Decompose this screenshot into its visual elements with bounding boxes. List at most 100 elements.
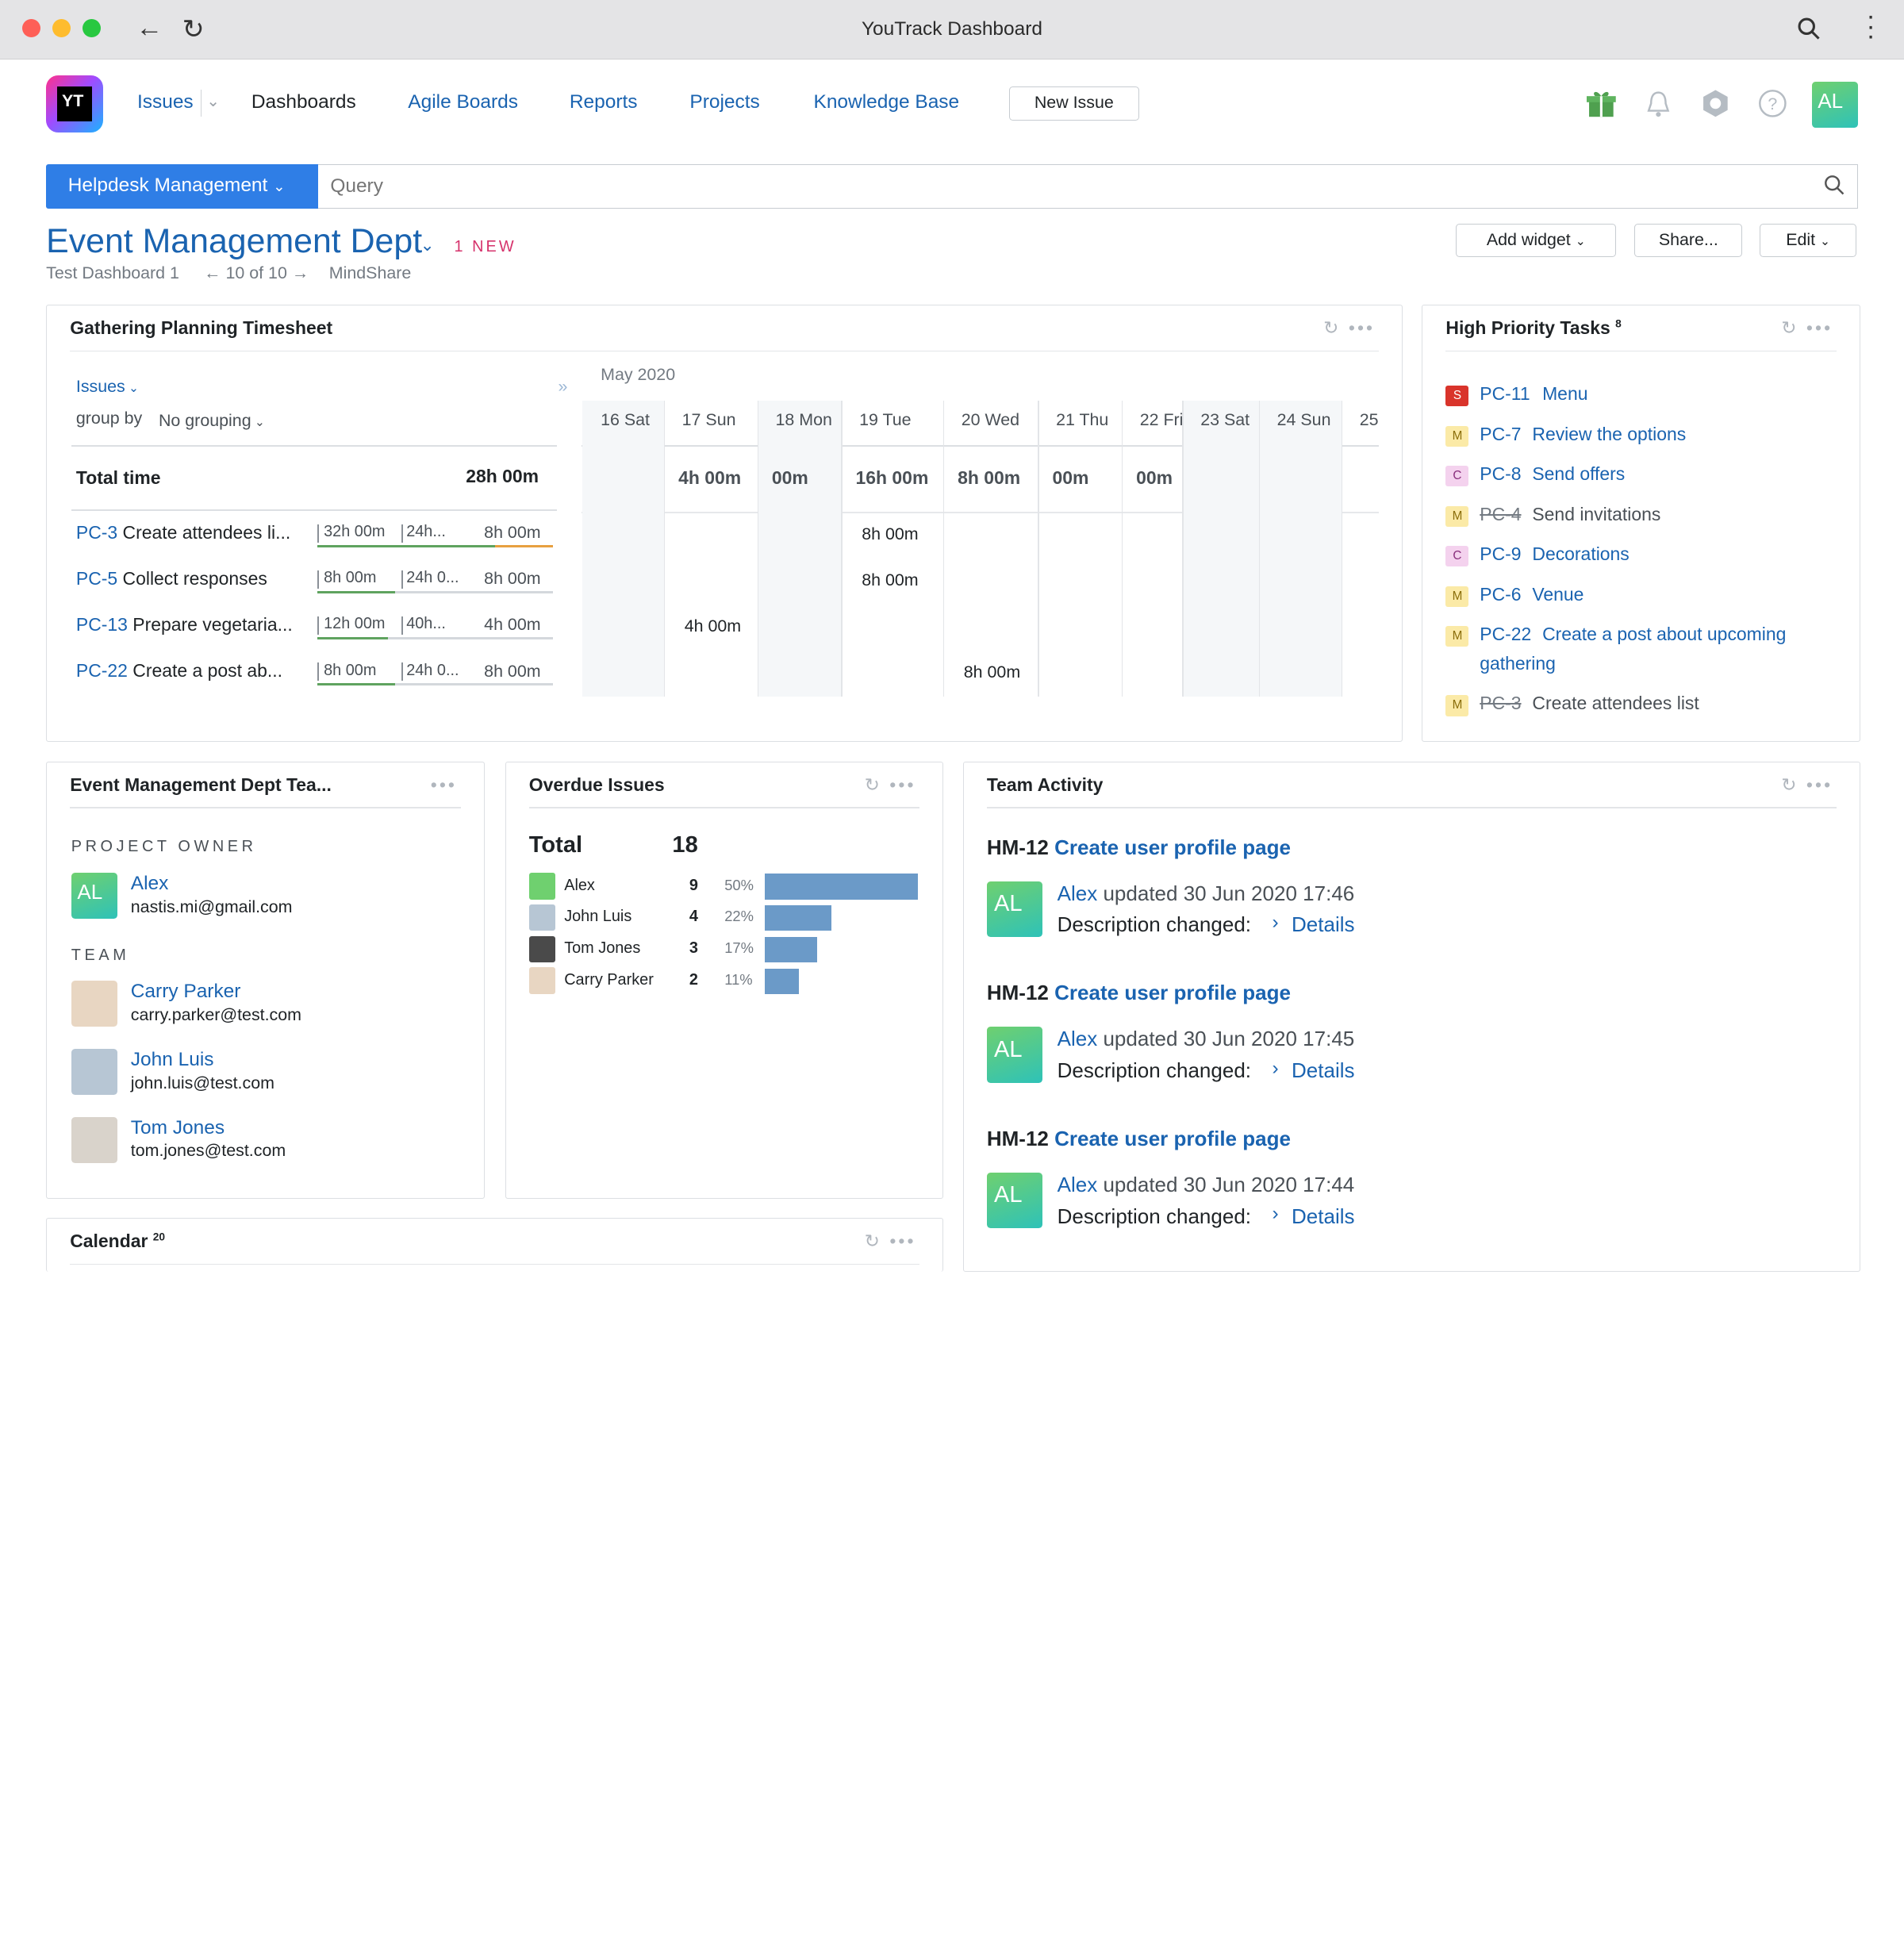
maximize-window-button[interactable] [83, 19, 102, 38]
new-issue-button[interactable]: New Issue [1008, 86, 1139, 121]
priority-issue-id[interactable]: PC-9 [1480, 543, 1522, 565]
pager[interactable]: ← 10 of 10 → [204, 263, 309, 283]
priority-issue-id[interactable]: PC-4 [1480, 503, 1522, 524]
details-link[interactable]: Details [1292, 912, 1355, 937]
timesheet-issue[interactable]: PC-22 Create a post ab... [76, 660, 282, 682]
priority-issue-summary[interactable]: Venue [1532, 583, 1584, 605]
activity-issue[interactable]: HM-12 Create user profile page [987, 981, 1291, 1005]
prev-arrow-icon[interactable]: ← [204, 263, 221, 283]
activity-issue-id[interactable]: HM-12 [986, 1126, 1055, 1150]
back-arrow-icon[interactable]: ← [136, 13, 163, 43]
project-selector[interactable]: Helpdesk Management ⌄ [46, 163, 318, 209]
overdue-bar[interactable] [764, 874, 918, 900]
refresh-icon[interactable]: ↻ [1781, 774, 1799, 795]
new-badge[interactable]: 1 NEW [454, 237, 516, 255]
activity-issue[interactable]: HM-12 Create user profile page [987, 1127, 1291, 1151]
more-icon[interactable]: ••• [889, 1231, 916, 1252]
activity-issue-summary[interactable]: Create user profile page [1054, 835, 1291, 859]
nav-agile-boards[interactable]: Agile Boards [408, 90, 519, 113]
activity-user[interactable]: Alex [1057, 1173, 1098, 1196]
member-name[interactable]: John Luis [130, 1048, 214, 1070]
priority-issue-summary[interactable]: Decorations [1532, 543, 1630, 565]
nav-issues[interactable]: Issues [136, 90, 194, 113]
refresh-icon[interactable]: ↻ [1781, 317, 1799, 339]
dashboard-subtitle[interactable]: Test Dashboard 1 [46, 263, 179, 283]
refresh-icon[interactable]: ↻ [864, 774, 882, 795]
more-icon[interactable]: ••• [1806, 317, 1833, 339]
bell-icon[interactable] [1644, 89, 1673, 118]
activity-user[interactable]: Alex [1057, 881, 1098, 905]
overdue-name[interactable]: Alex [564, 876, 595, 894]
activity-issue-id[interactable]: HM-12 [986, 981, 1055, 1005]
priority-issue-summary[interactable]: Menu [1542, 383, 1588, 405]
grouping-select[interactable]: No grouping ⌄ [159, 411, 265, 431]
settings-hexagon-icon[interactable] [1701, 89, 1730, 118]
issues-chevron-down-icon[interactable]: ⌄ [206, 93, 220, 111]
member-name[interactable]: Carry Parker [130, 981, 241, 1003]
priority-issue-id[interactable]: PC-3 [1480, 693, 1522, 714]
priority-issue-summary[interactable]: Create a post about upcoming [1542, 624, 1787, 645]
overdue-name[interactable]: Tom Jones [564, 939, 641, 958]
next-arrow-icon[interactable]: → [291, 263, 309, 283]
details-link[interactable]: Details [1292, 1058, 1355, 1083]
overdue-bar[interactable] [764, 905, 831, 931]
priority-issue-summary[interactable]: Create attendees list [1532, 693, 1699, 714]
priority-issue-id[interactable]: PC-7 [1480, 423, 1522, 444]
more-icon[interactable]: ••• [889, 774, 916, 795]
reload-icon[interactable]: ↻ [182, 14, 205, 44]
details-link[interactable]: Details [1292, 1204, 1355, 1228]
timesheet-issue[interactable]: PC-13 Prepare vegetaria... [76, 614, 293, 636]
overdue-name[interactable]: John Luis [564, 908, 632, 926]
activity-issue[interactable]: HM-12 Create user profile page [987, 835, 1291, 860]
nav-knowledge-base[interactable]: Knowledge Base [813, 90, 960, 113]
dashboard-link-mindshare[interactable]: MindShare [328, 263, 412, 283]
issue-id[interactable]: PC-5 [75, 567, 123, 589]
refresh-icon[interactable]: ↻ [1323, 317, 1342, 339]
close-window-button[interactable] [21, 19, 40, 38]
priority-issue-id[interactable]: PC-11 [1480, 383, 1530, 405]
more-icon[interactable]: ••• [1348, 317, 1376, 339]
user-avatar[interactable]: AL [1811, 81, 1858, 128]
edit-button[interactable]: Edit ⌄ [1759, 223, 1857, 258]
priority-issue-id[interactable]: PC-22 [1480, 624, 1532, 645]
search-icon[interactable] [1824, 175, 1846, 197]
activity-issue-summary[interactable]: Create user profile page [1054, 1126, 1291, 1150]
browser-menu-icon[interactable]: · · · [1866, 2, 1875, 51]
chevron-right-icon[interactable]: › [1272, 911, 1279, 933]
add-widget-button[interactable]: Add widget ⌄ [1456, 223, 1617, 258]
help-icon[interactable]: ? [1758, 89, 1787, 118]
priority-issue-id[interactable]: PC-6 [1480, 583, 1522, 605]
nav-dashboards[interactable]: Dashboards [251, 90, 356, 113]
priority-issue-summary[interactable]: Send invitations [1532, 503, 1661, 524]
issues-filter[interactable]: Issues ⌄ [76, 377, 139, 397]
priority-issue-id[interactable]: PC-8 [1480, 463, 1522, 485]
refresh-icon[interactable]: ↻ [864, 1231, 882, 1252]
overdue-bar[interactable] [764, 937, 817, 963]
priority-issue-summary[interactable]: Send offers [1532, 463, 1626, 485]
query-input[interactable] [318, 163, 1858, 209]
browser-search-icon[interactable] [1797, 17, 1821, 41]
issue-id[interactable]: PC-22 [75, 660, 133, 682]
overdue-bar[interactable] [764, 968, 799, 994]
share-button[interactable]: Share... [1634, 223, 1743, 258]
issue-id[interactable]: PC-3 [75, 521, 123, 543]
activity-issue-summary[interactable]: Create user profile page [1054, 981, 1291, 1005]
activity-issue-id[interactable]: HM-12 [986, 835, 1055, 859]
expand-icon[interactable]: » [558, 377, 568, 397]
priority-issue-summary[interactable]: Review the options [1532, 423, 1687, 444]
nav-reports[interactable]: Reports [569, 90, 638, 113]
activity-user[interactable]: Alex [1057, 1027, 1098, 1051]
overdue-name[interactable]: Carry Parker [564, 970, 654, 989]
chevron-right-icon[interactable]: › [1272, 1203, 1279, 1225]
priority-issue-summary-cont[interactable]: gathering [1480, 652, 1556, 674]
dashboard-chevron-down-icon[interactable]: ⌄ [420, 235, 435, 255]
timesheet-issue[interactable]: PC-3 Create attendees li... [76, 522, 290, 543]
dashboard-title[interactable]: Event Management Dept [46, 222, 423, 261]
gift-icon[interactable] [1587, 89, 1617, 118]
member-name[interactable]: Tom Jones [130, 1116, 225, 1139]
chevron-right-icon[interactable]: › [1272, 1057, 1279, 1079]
more-icon[interactable]: ••• [430, 774, 458, 795]
timesheet-issue[interactable]: PC-5 Collect responses [76, 568, 267, 589]
more-icon[interactable]: ••• [1806, 774, 1833, 795]
owner-name[interactable]: Alex [130, 872, 169, 894]
